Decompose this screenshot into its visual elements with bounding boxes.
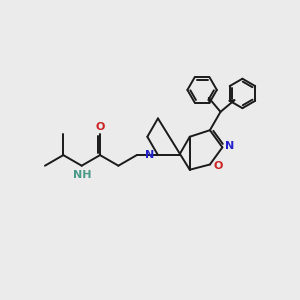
Text: N: N	[145, 149, 154, 160]
Text: O: O	[95, 122, 105, 132]
Text: N: N	[225, 141, 235, 151]
Text: O: O	[213, 161, 223, 171]
Text: NH: NH	[73, 170, 92, 180]
